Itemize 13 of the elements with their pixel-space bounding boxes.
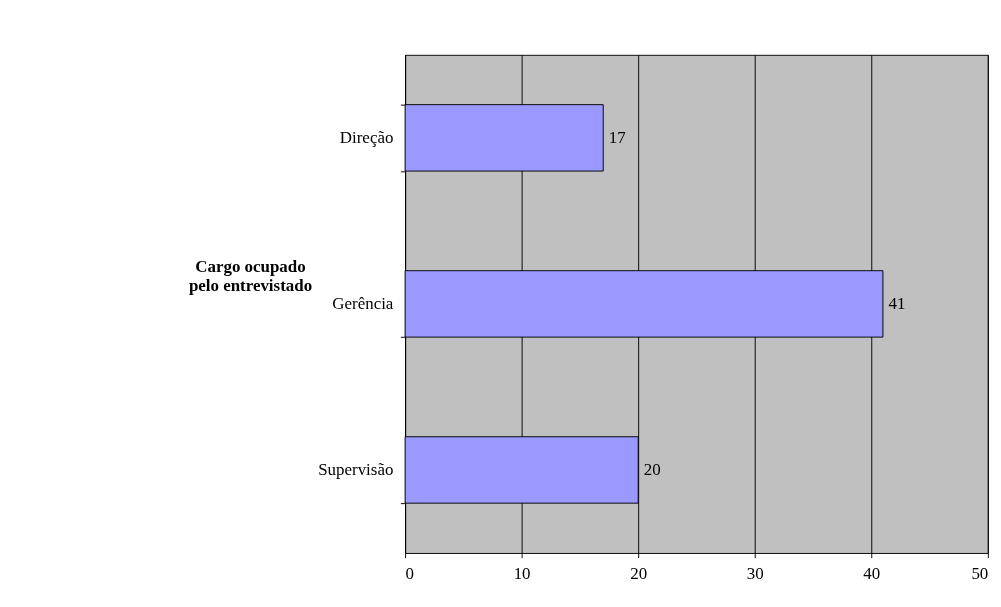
y-tick-label: Supervisão bbox=[318, 460, 394, 480]
x-tick-label: 10 bbox=[513, 563, 531, 583]
x-tick-label: 30 bbox=[746, 563, 764, 583]
data-label: 17 bbox=[608, 127, 626, 147]
y-tick-label: Direção bbox=[339, 128, 394, 148]
data-label: 41 bbox=[888, 293, 906, 313]
y-axis-title: Cargo ocupado pelo entrevistado bbox=[188, 257, 313, 296]
x-tick-label: 0 bbox=[405, 563, 415, 583]
y-tick-label: Gerência bbox=[332, 294, 394, 314]
x-tick-label: 40 bbox=[863, 563, 881, 583]
x-tick-label: 20 bbox=[630, 563, 648, 583]
data-label: 20 bbox=[643, 459, 661, 479]
x-tick-label: 50 bbox=[971, 563, 989, 583]
